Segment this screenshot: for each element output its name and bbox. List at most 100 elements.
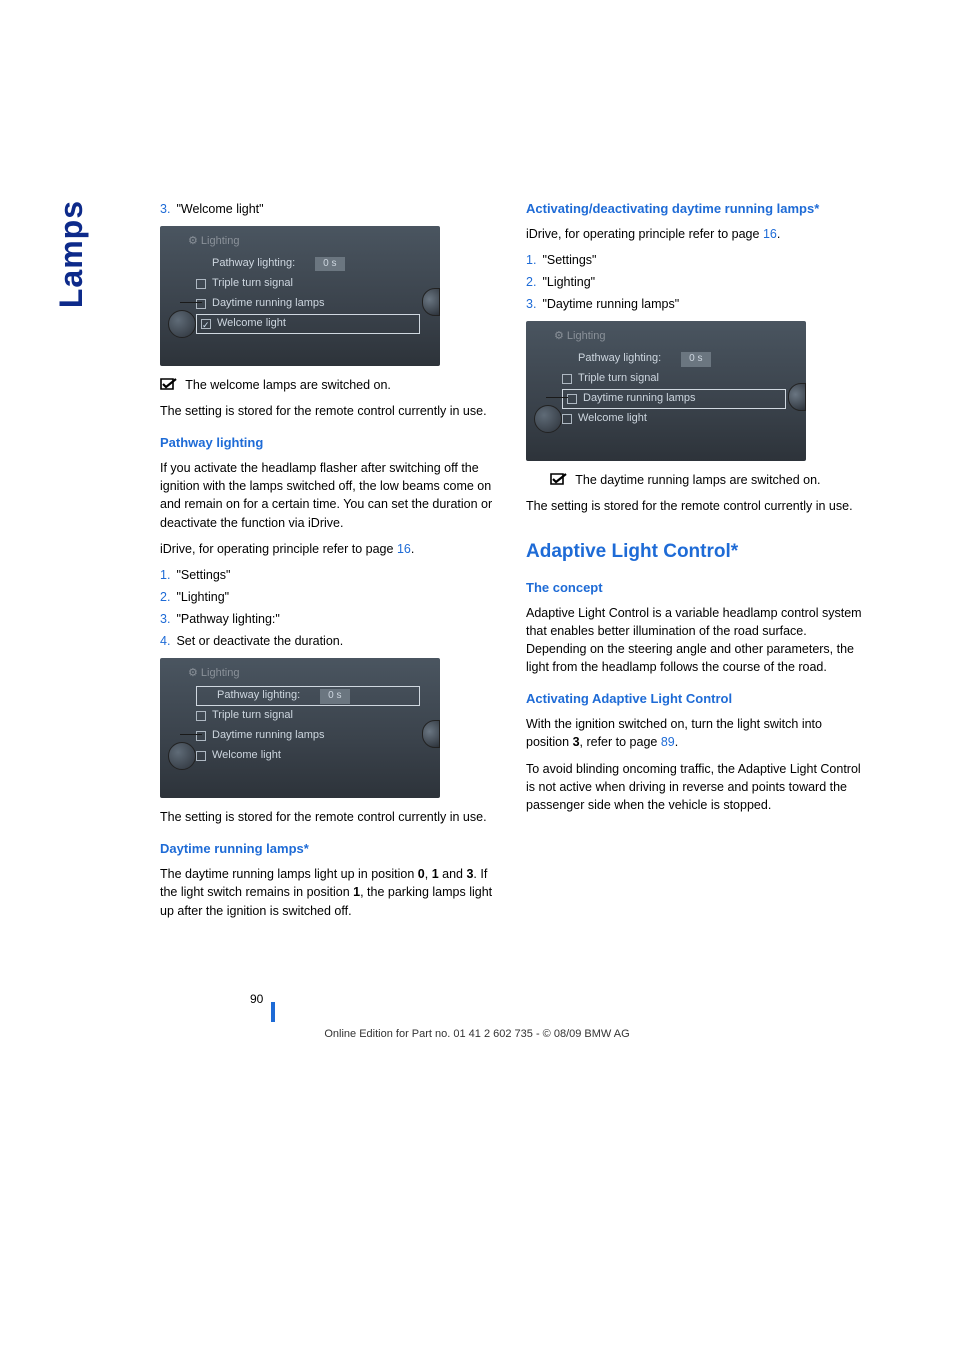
ss-row: Pathway lighting: 0 s bbox=[196, 254, 420, 274]
idrive-screenshot-welcome: ⚙ LightingPathway lighting:0 sTriple tur… bbox=[160, 226, 440, 366]
side-tab: Lamps bbox=[53, 200, 90, 308]
ss-label: Pathway lighting: bbox=[217, 688, 300, 704]
checkbox-icon bbox=[567, 394, 577, 404]
ss-label: Daytime running lamps bbox=[583, 391, 696, 407]
step-text: "Daytime running lamps" bbox=[542, 297, 679, 311]
ss-label: Pathway lighting: bbox=[212, 256, 295, 272]
body-text: iDrive, for operating principle refer to… bbox=[526, 225, 864, 243]
body-text: Adaptive Light Control is a variable hea… bbox=[526, 604, 864, 677]
idrive-scroll-icon bbox=[422, 288, 440, 316]
step-text: "Lighting" bbox=[176, 590, 229, 604]
body-text: The daytime running lamps light up in po… bbox=[160, 865, 498, 919]
ss-list: Pathway lighting:0 sTriple turn signalDa… bbox=[196, 254, 420, 334]
ss-header: ⚙ Lighting bbox=[188, 234, 239, 250]
checkbox-icon bbox=[562, 414, 572, 424]
step-num: 3. bbox=[160, 202, 170, 216]
leader-line bbox=[180, 302, 202, 303]
idrive-dial-icon bbox=[168, 742, 196, 770]
step-text: "Welcome light" bbox=[176, 202, 263, 216]
steps-activating: 1."Settings" 2."Lighting" 3. "Daytime runni… bbox=[526, 251, 864, 313]
checkbox-icon bbox=[196, 731, 206, 741]
page-number-bar-icon bbox=[271, 1002, 275, 1022]
caption-text: The welcome lamps are switched on. bbox=[185, 378, 391, 392]
ss-label: Welcome light bbox=[212, 748, 281, 764]
checkbox-icon bbox=[196, 299, 206, 309]
step-text: Set or deactivate the duration. bbox=[176, 634, 343, 648]
checkbox-icon bbox=[562, 374, 572, 384]
step-num: 2. bbox=[526, 275, 536, 289]
step-num: 2. bbox=[160, 590, 170, 604]
ss-label: Triple turn signal bbox=[578, 371, 659, 387]
ss-header: ⚙ Lighting bbox=[554, 329, 605, 345]
idrive-screenshot-daytime: ⚙ Lighting Pathway lighting: 0 s Triple tur… bbox=[526, 321, 806, 461]
step-item: 2."Lighting" bbox=[526, 273, 864, 291]
page-link[interactable]: 16 bbox=[763, 227, 777, 241]
right-column: Activating/deactivating daytime running … bbox=[526, 200, 864, 928]
ss-row: Triple turn signal bbox=[562, 369, 786, 389]
step-item: 3. "Daytime running lamps" bbox=[526, 295, 864, 313]
ss-label: Welcome light bbox=[217, 316, 286, 332]
ss-value: 0 s bbox=[681, 352, 710, 367]
ss-value: 0 s bbox=[315, 257, 344, 272]
ss-row: Daytime running lamps bbox=[562, 389, 786, 409]
ss-header: ⚙ Lighting bbox=[188, 666, 239, 682]
ss-list: Pathway lighting: 0 s Triple turn signal Da… bbox=[196, 686, 420, 766]
text: iDrive, for operating principle refer to… bbox=[526, 227, 763, 241]
step-num: 1. bbox=[160, 568, 170, 582]
body-text: To avoid blinding oncoming traffic, the … bbox=[526, 760, 864, 814]
page-link[interactable]: 16 bbox=[397, 542, 411, 556]
body-text: With the ignition switched on, turn the … bbox=[526, 715, 864, 751]
steps-pathway: 1. "Settings" 2. "Lighting" 3. "Pathway light… bbox=[160, 566, 498, 651]
ss-label: Pathway lighting: bbox=[578, 351, 661, 367]
step-num: 3. bbox=[526, 297, 536, 311]
checkbox-icon bbox=[201, 319, 211, 329]
step-item: 1. "Settings" bbox=[160, 566, 498, 584]
step-text: "Pathway lighting:" bbox=[176, 612, 279, 626]
ss-row: Pathway lighting: 0 s bbox=[562, 349, 786, 369]
caption: The welcome lamps are switched on. bbox=[160, 376, 498, 394]
page-number-value: 90 bbox=[250, 992, 263, 1006]
ss-label: Triple turn signal bbox=[212, 708, 293, 724]
heading-adaptive: Adaptive Light Control* bbox=[526, 538, 864, 566]
body-text: If you activate the headlamp flasher aft… bbox=[160, 459, 498, 532]
heading-activating: Activating/deactivating daytime running … bbox=[526, 200, 864, 219]
step-num: 1. bbox=[526, 253, 536, 267]
ss-row: Welcome light bbox=[196, 314, 420, 334]
body-text: iDrive, for operating principle refer to… bbox=[160, 540, 498, 558]
caption-text: The daytime running lamps are switched o… bbox=[575, 473, 820, 487]
ss-row: Daytime running lamps bbox=[196, 726, 420, 746]
ss-list: Pathway lighting: 0 s Triple turn signal Da… bbox=[562, 349, 786, 429]
idrive-screenshot-pathway: ⚙ Lighting Pathway lighting: 0 s Triple tur… bbox=[160, 658, 440, 798]
body-text: The setting is stored for the remote con… bbox=[160, 402, 498, 420]
checkbox-checked-icon bbox=[160, 378, 180, 392]
ss-label: Daytime running lamps bbox=[212, 296, 325, 312]
checkbox-checked-icon bbox=[550, 473, 570, 487]
checkbox-icon bbox=[196, 711, 206, 721]
step-item: 3. "Pathway lighting:" bbox=[160, 610, 498, 628]
ss-value: 0 s bbox=[320, 689, 349, 704]
idrive-scroll-icon bbox=[422, 720, 440, 748]
step-item: 4. Set or deactivate the duration. bbox=[160, 632, 498, 650]
text: , refer to page bbox=[580, 735, 661, 749]
step-item: 3. "Welcome light" bbox=[160, 200, 498, 218]
checkbox-icon bbox=[196, 279, 206, 289]
body-text: The setting is stored for the remote con… bbox=[160, 808, 498, 826]
leader-line bbox=[546, 397, 568, 398]
idrive-dial-icon bbox=[168, 310, 196, 338]
step-text: "Settings" bbox=[176, 568, 230, 582]
heading-pathway: Pathway lighting bbox=[160, 434, 498, 453]
checkbox-icon bbox=[196, 751, 206, 761]
ss-label: Daytime running lamps bbox=[212, 728, 325, 744]
leader-line bbox=[180, 734, 202, 735]
step-item: 2. "Lighting" bbox=[160, 588, 498, 606]
ss-row: Triple turn signal bbox=[196, 706, 420, 726]
step-num: 4. bbox=[160, 634, 170, 648]
caption: The daytime running lamps are switched o… bbox=[550, 471, 864, 489]
step-num: 3. bbox=[160, 612, 170, 626]
page-link[interactable]: 89 bbox=[661, 735, 675, 749]
body-text: The setting is stored for the remote con… bbox=[526, 497, 864, 515]
heading-activating-alc: Activating Adaptive Light Control bbox=[526, 690, 864, 709]
step-item: 1."Settings" bbox=[526, 251, 864, 269]
page-number: 90 bbox=[250, 990, 275, 1010]
footer-text: Online Edition for Part no. 01 41 2 602 … bbox=[0, 1028, 954, 1040]
